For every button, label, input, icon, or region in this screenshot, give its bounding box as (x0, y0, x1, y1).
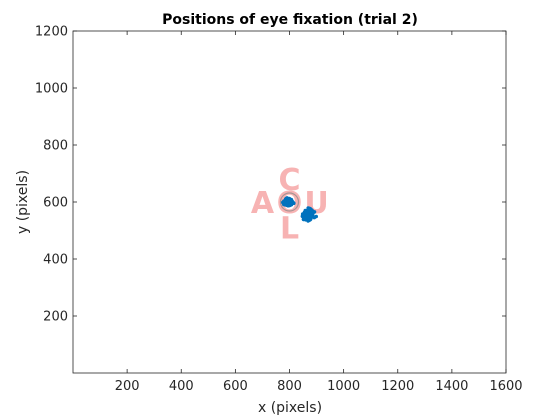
target-letter-c: C (278, 163, 300, 198)
x-tick-label: 200 (115, 379, 140, 394)
target-letter-a: A (251, 186, 275, 221)
chart-title: Positions of eye fixation (trial 2) (162, 12, 418, 28)
y-tick-label: 1000 (35, 82, 68, 97)
y-axis-label: y (pixels) (15, 170, 31, 234)
y-tick-label: 400 (43, 253, 68, 268)
fixation-point (282, 199, 287, 204)
x-tick-label: 800 (277, 379, 302, 394)
y-tick-label: 200 (43, 310, 68, 325)
fixation-point (305, 214, 310, 218)
x-tick-label: 1000 (327, 379, 360, 394)
x-tick-label: 1200 (381, 379, 414, 394)
x-tick-label: 400 (169, 379, 194, 394)
x-axis-ticks: 200 400 600 800 1000 1200 1400 1600 (115, 31, 523, 394)
fixation-points (281, 196, 319, 223)
y-tick-label: 1200 (35, 25, 68, 40)
x-tick-label: 600 (223, 379, 248, 394)
y-tick-label: 600 (43, 196, 68, 211)
center-marker (279, 192, 300, 212)
target-letter-l: L (280, 212, 299, 247)
center-marker-layer (279, 192, 300, 212)
x-tick-label: 1600 (489, 379, 522, 394)
x-tick-label: 1400 (435, 379, 468, 394)
y-tick-label: 800 (43, 139, 68, 154)
y-axis-ticks: 200 400 600 800 1000 1200 (35, 25, 506, 325)
x-axis-label: x (pixels) (258, 400, 322, 416)
